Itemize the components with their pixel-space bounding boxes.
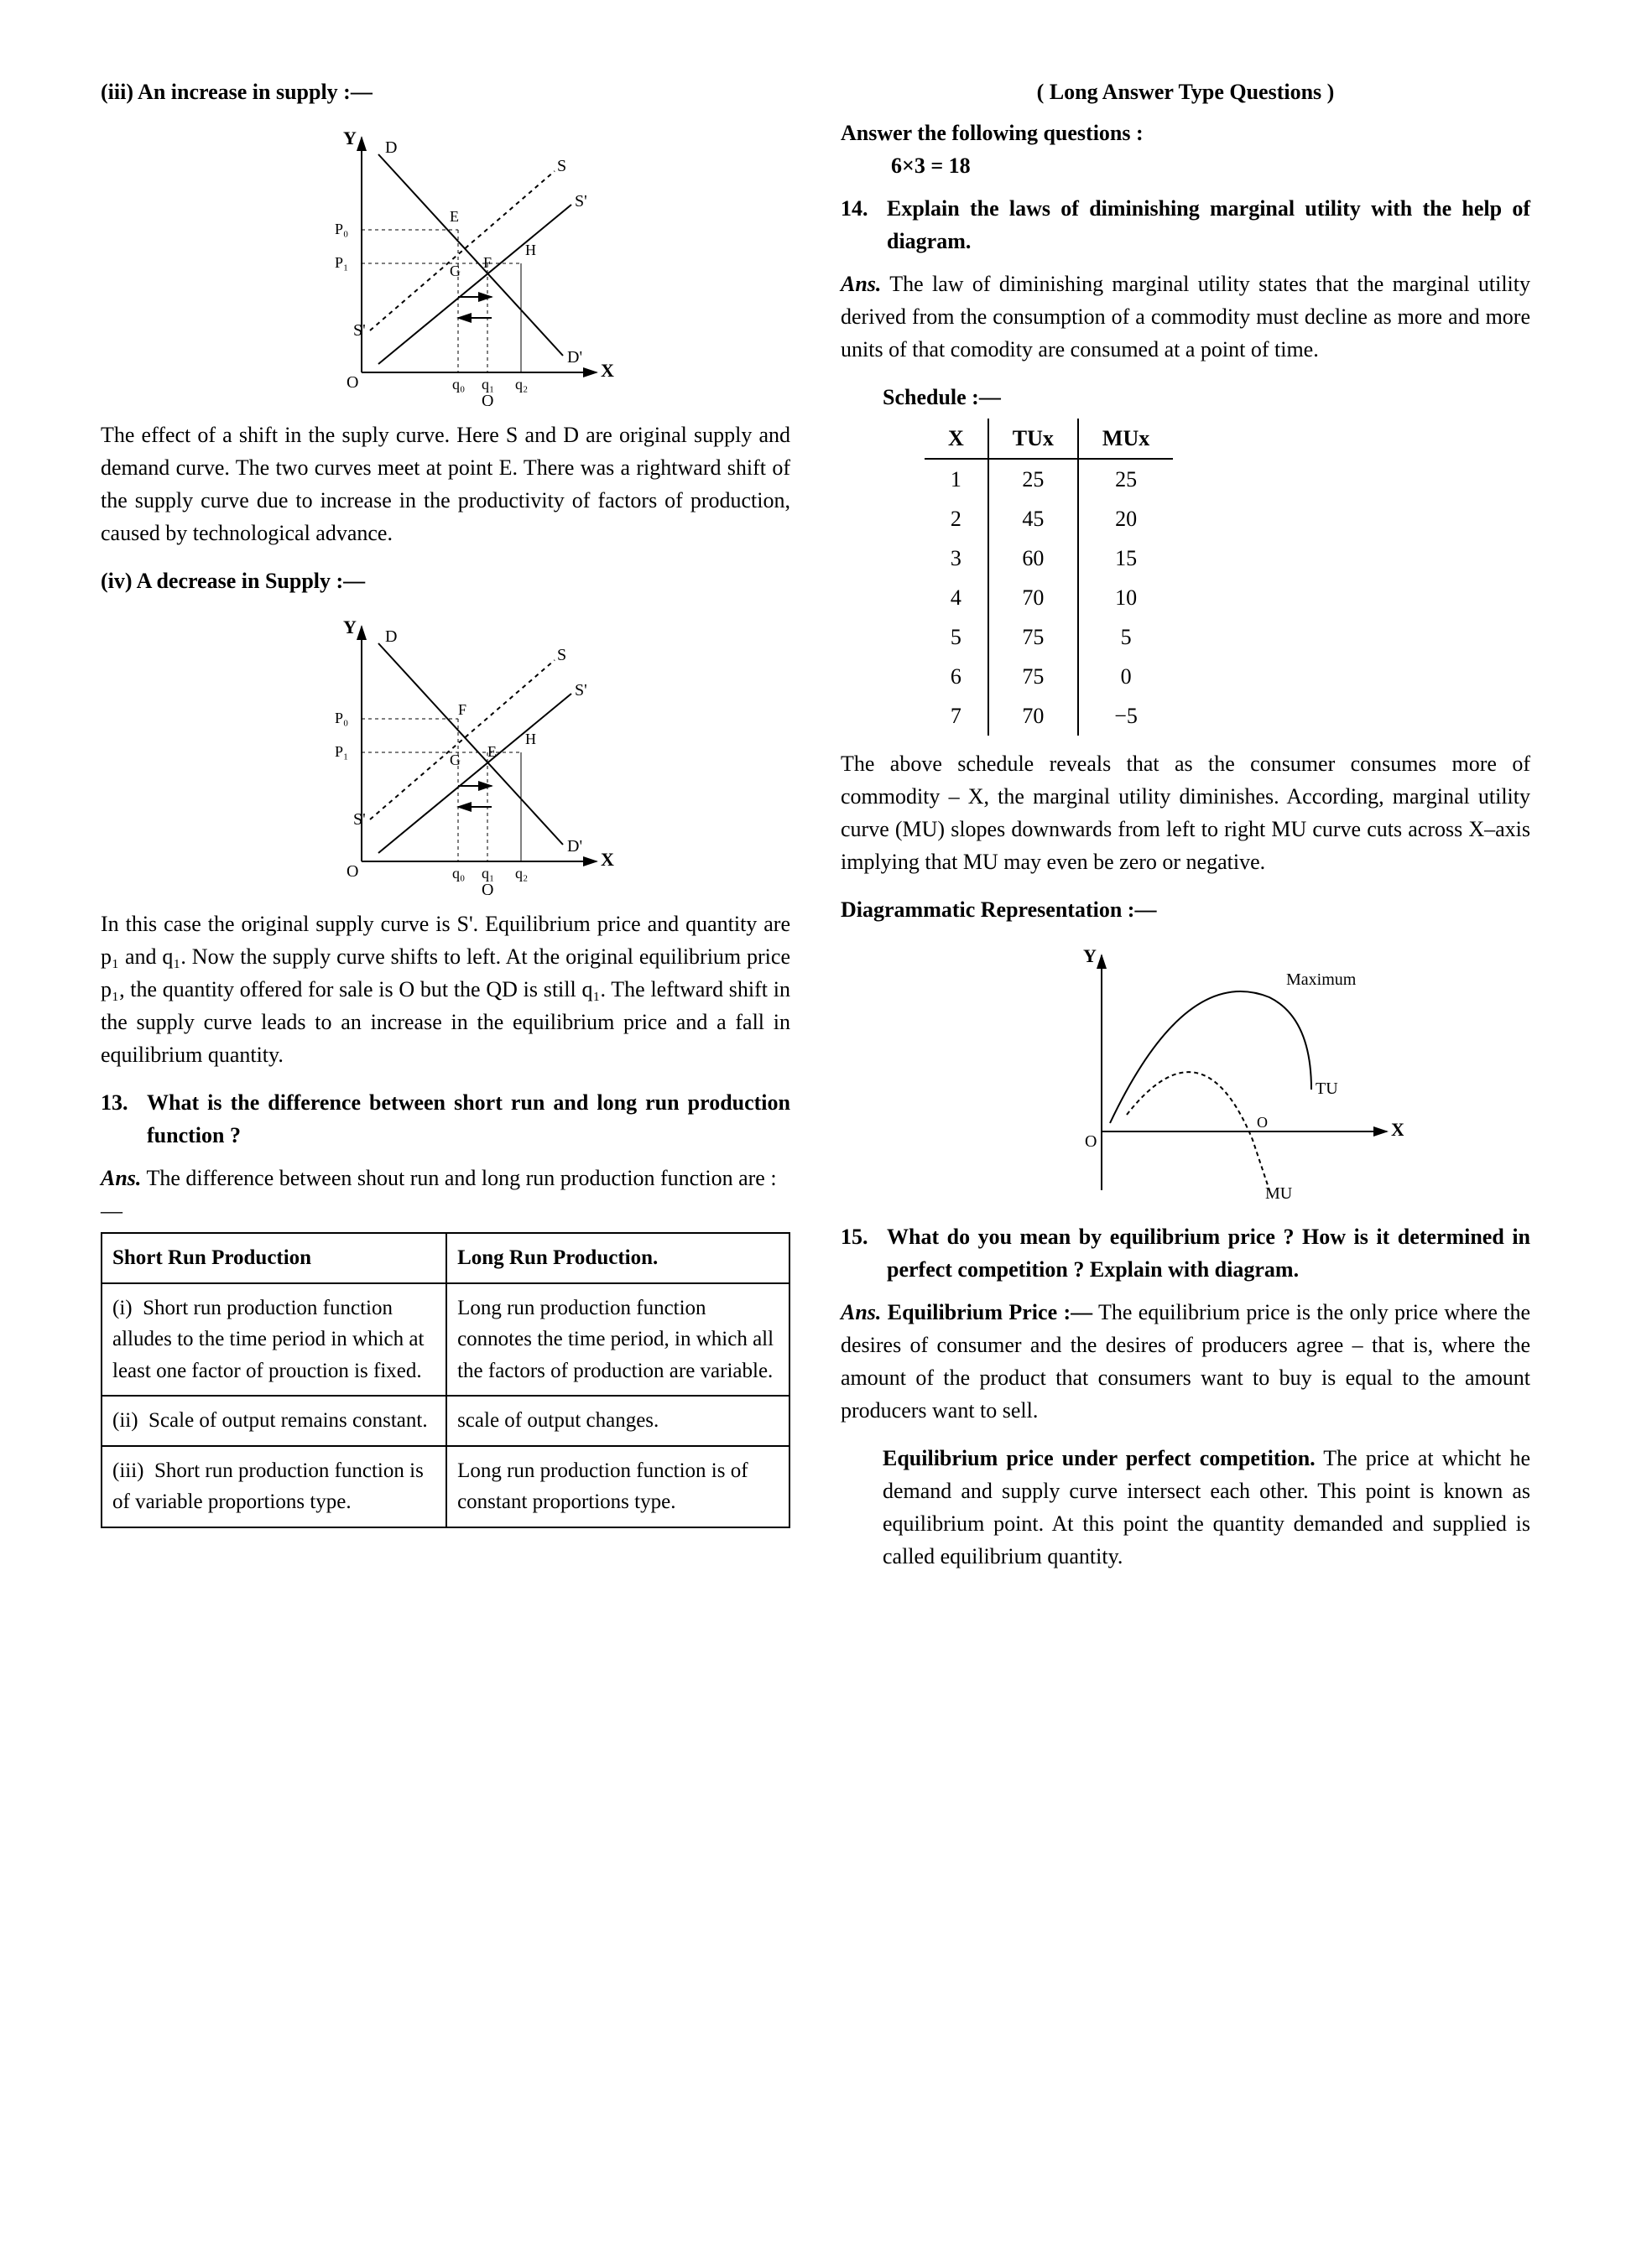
supply-decrease-diagram: Y X O D D' S S' S' F E G H P₀ P₁ — [151, 610, 790, 895]
instruction: Answer the following questions : — [841, 117, 1530, 149]
svg-text:F: F — [483, 254, 492, 271]
table-row: 6750 — [925, 657, 1173, 696]
answer-15: Ans. Equilibrium Price :— The equilibriu… — [841, 1296, 1530, 1573]
left-column: (iii) An increase in supply :— Y X O D D… — [101, 75, 790, 1588]
svg-text:O: O — [347, 862, 358, 881]
mu-diagram: Y X O TU Maximum MU O — [925, 939, 1530, 1207]
svg-text:Maximum: Maximum — [1286, 970, 1357, 989]
table-row: scale of output changes. — [446, 1396, 789, 1446]
right-column: ( Long Answer Type Questions ) Answer th… — [841, 75, 1530, 1588]
production-compare-table: Short Run Production Long Run Production… — [101, 1232, 790, 1528]
svg-text:D: D — [385, 138, 397, 157]
table-row: 47010 — [925, 578, 1173, 617]
svg-text:TU: TU — [1316, 1079, 1338, 1098]
svg-text:X: X — [1391, 1119, 1404, 1140]
ans-label: Ans. — [101, 1166, 141, 1190]
table-head-left: Short Run Production — [102, 1233, 446, 1283]
q15-text: What do you mean by equilibrium price ? … — [887, 1220, 1530, 1286]
svg-text:S: S — [557, 646, 566, 664]
svg-text:D': D' — [567, 348, 582, 367]
ans15-p2-head: Equilibrium price under perfect competit… — [883, 1446, 1316, 1470]
q14-text: Explain the laws of diminishing marginal… — [887, 192, 1530, 257]
svg-text:G: G — [450, 752, 461, 768]
svg-text:q₁: q₁ — [482, 376, 494, 393]
heading-iv: (iv) A decrease in Supply :— — [101, 564, 790, 597]
svg-text:E: E — [450, 208, 459, 225]
svg-text:G: G — [450, 263, 461, 279]
svg-text:Q: Q — [482, 881, 494, 895]
q13-number: 13. — [101, 1086, 147, 1152]
ans13-intro: The difference between shout run and lon… — [101, 1166, 777, 1223]
svg-text:S': S' — [353, 321, 366, 340]
answer-14: Ans. The law of diminishing marginal uti… — [841, 268, 1530, 1207]
question-13: 13. What is the difference between short… — [101, 1086, 790, 1152]
svg-text:Y: Y — [343, 616, 357, 637]
q15-number: 15. — [841, 1220, 887, 1286]
svg-text:X: X — [601, 360, 614, 381]
ans-label: Ans. — [841, 272, 881, 296]
ans14-body: The law of diminishing marginal utility … — [841, 272, 1530, 362]
svg-text:MU: MU — [1265, 1184, 1293, 1203]
svg-text:O: O — [347, 373, 358, 392]
table-row: 36015 — [925, 538, 1173, 578]
q14-number: 14. — [841, 192, 887, 257]
section-title: ( Long Answer Type Questions ) — [841, 75, 1530, 108]
svg-text:D': D' — [567, 837, 582, 856]
equilibrium-label: Equilibrium Price :— — [888, 1300, 1092, 1324]
table-row: (iii) Short run production function is o… — [102, 1446, 446, 1527]
svg-text:Y: Y — [1083, 945, 1097, 966]
svg-text:D: D — [385, 627, 397, 646]
sched-col-x: X — [925, 419, 988, 459]
svg-text:F: F — [458, 701, 466, 718]
svg-text:q₀: q₀ — [452, 376, 465, 393]
table-row: 24520 — [925, 499, 1173, 538]
svg-text:q₂: q₂ — [515, 865, 528, 882]
svg-text:S': S' — [575, 681, 587, 700]
svg-text:q₀: q₀ — [452, 865, 465, 882]
ans-label: Ans. — [841, 1300, 881, 1324]
utility-schedule-table: X TUx MUx 12525 24520 36015 47010 5755 6… — [925, 419, 1173, 736]
answer-13: Ans. The difference between shout run an… — [101, 1162, 790, 1528]
svg-text:O: O — [1257, 1114, 1268, 1131]
iv-explanation: In this case the original supply curve i… — [101, 908, 790, 1071]
svg-text:Q: Q — [482, 392, 494, 406]
question-15: 15. What do you mean by equilibrium pric… — [841, 1220, 1530, 1286]
diagram-title: Diagrammatic Representation :— — [841, 893, 1530, 926]
svg-text:P₁: P₁ — [335, 743, 348, 760]
sched-col-tux: TUx — [988, 419, 1078, 459]
table-row: 5755 — [925, 617, 1173, 657]
svg-text:P₀: P₀ — [335, 710, 348, 726]
svg-text:P₁: P₁ — [335, 254, 348, 271]
heading-iii: (iii) An increase in supply :— — [101, 75, 790, 108]
svg-text:q₁: q₁ — [482, 865, 494, 882]
marks: 6×3 = 18 — [891, 149, 1530, 182]
svg-text:X: X — [601, 849, 614, 870]
table-row: 770−5 — [925, 696, 1173, 736]
table-row: (ii) Scale of output remains constant. — [102, 1396, 446, 1446]
table-head-right: Long Run Production. — [446, 1233, 789, 1283]
table-row: 12525 — [925, 459, 1173, 499]
table-row: Long run production function is of const… — [446, 1446, 789, 1527]
svg-text:E: E — [487, 743, 497, 760]
svg-text:S': S' — [353, 810, 366, 829]
question-14: 14. Explain the laws of diminishing marg… — [841, 192, 1530, 257]
svg-text:q₂: q₂ — [515, 376, 528, 393]
svg-text:H: H — [525, 242, 536, 258]
svg-text:P₀: P₀ — [335, 221, 348, 237]
q13-text: What is the difference between short run… — [147, 1086, 790, 1152]
table-row: (i) Short run production function allude… — [102, 1283, 446, 1397]
schedule-explanation: The above schedule reveals that as the c… — [841, 747, 1530, 878]
svg-text:Y: Y — [343, 127, 357, 148]
svg-text:S: S — [557, 157, 566, 175]
schedule-title: Schedule :— — [883, 381, 1530, 414]
sched-col-mux: MUx — [1078, 419, 1173, 459]
svg-text:H: H — [525, 731, 536, 747]
svg-text:S': S' — [575, 192, 587, 211]
iii-explanation: The effect of a shift in the suply curve… — [101, 419, 790, 549]
table-row: Long run production function connotes th… — [446, 1283, 789, 1397]
svg-text:O: O — [1085, 1132, 1097, 1151]
supply-increase-diagram: Y X O D D' S S' S' E F G H — [151, 121, 790, 406]
